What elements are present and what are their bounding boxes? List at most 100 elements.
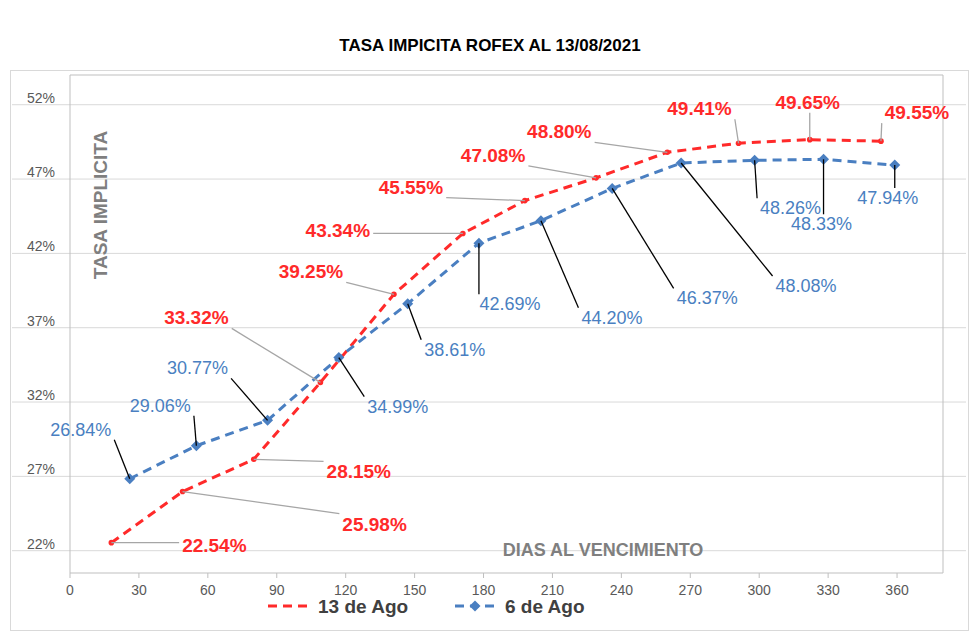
leader-line	[478, 243, 479, 294]
x-tick	[70, 573, 71, 578]
leader-line	[194, 416, 196, 446]
leader-line	[446, 198, 525, 201]
data-label: 49.41%	[667, 98, 732, 119]
data-label: 34.99%	[367, 397, 428, 417]
data-label: 44.20%	[581, 308, 642, 328]
frame-top	[70, 75, 943, 76]
leader-line	[231, 378, 267, 420]
chart-border	[11, 71, 969, 631]
leader-line	[339, 358, 364, 397]
x-tick-label: 90	[269, 582, 285, 598]
data-label: 47.94%	[857, 188, 918, 208]
grid-line	[12, 253, 966, 254]
leader-line	[346, 282, 394, 294]
legend-line	[268, 605, 308, 608]
x-tick	[414, 573, 415, 578]
x-tick-label: 0	[66, 582, 74, 598]
data-label: 42.69%	[479, 294, 540, 314]
data-label: 28.15%	[327, 461, 392, 482]
series-line	[130, 159, 895, 478]
legend-label: 6 de Ago	[505, 596, 585, 617]
legend-marker	[470, 601, 481, 612]
data-label: 33.32%	[164, 307, 229, 328]
grid-line	[12, 550, 966, 551]
y-tick-label: 37%	[27, 313, 55, 329]
grid-line	[12, 476, 966, 477]
background	[0, 0, 980, 638]
x-tick	[207, 573, 208, 578]
data-label: 48.33%	[791, 214, 852, 234]
y-axis	[70, 75, 71, 573]
data-label: 38.61%	[424, 340, 485, 360]
leader-line	[823, 159, 824, 214]
x-tick	[690, 573, 691, 578]
x-tick-label: 270	[679, 582, 703, 598]
leader-line	[528, 166, 596, 178]
data-labels: 22.54% 25.98% 28.15% 33.32% 39.25% 43.34% 45.5…	[50, 92, 949, 556]
data-label: 48.80%	[527, 121, 592, 142]
x-tick	[552, 573, 553, 578]
title: TASA IMPICITA ROFEX AL 13/08/2021	[339, 36, 640, 55]
x-tick-label: 300	[748, 582, 772, 598]
leader-line	[408, 304, 421, 340]
series-line	[111, 140, 881, 543]
leader-line	[880, 123, 882, 141]
leader-line	[111, 542, 179, 543]
x-tick	[138, 573, 139, 578]
grid-line	[12, 327, 966, 328]
y-tick-label: 47%	[27, 164, 55, 180]
y-tick-label: 42%	[27, 238, 55, 254]
leader-line	[735, 119, 739, 143]
data-label: 43.34%	[306, 220, 371, 241]
x-tick	[897, 573, 898, 578]
leader-line	[183, 492, 340, 514]
x-tick	[759, 573, 760, 578]
x-tick-label: 240	[610, 582, 634, 598]
leader-line	[612, 188, 673, 288]
x-tick-label: 330	[816, 582, 840, 598]
leader-line	[595, 142, 668, 152]
x-tick-label: 30	[131, 582, 147, 598]
data-label: 49.65%	[776, 92, 841, 113]
marker	[318, 380, 324, 386]
x-axis-title: DIAS AL VENCIMIENTO	[503, 540, 704, 560]
y-axis-title: TASA IMPLICITA	[90, 130, 111, 279]
x-tick	[345, 573, 346, 578]
leader-line	[232, 328, 321, 382]
data-label: 22.54%	[182, 535, 247, 556]
x-tick	[483, 573, 484, 578]
data-label: 48.08%	[776, 276, 837, 296]
data-label: 30.77%	[167, 358, 228, 378]
leader-line	[114, 440, 129, 479]
data-label: 25.98%	[342, 514, 407, 535]
x-tick-label: 360	[885, 582, 909, 598]
data-label: 47.08%	[461, 145, 526, 166]
data-label: 49.55%	[885, 102, 950, 123]
data-label: 45.55%	[379, 177, 444, 198]
leader-line	[809, 113, 810, 140]
x-tick-label: 180	[472, 582, 496, 598]
x-tick-label: 60	[200, 582, 216, 598]
y-tick-label: 27%	[27, 461, 55, 477]
legend-label: 13 de Ago	[318, 596, 408, 617]
data-label: 29.06%	[130, 396, 191, 416]
data-label: 39.25%	[279, 261, 344, 282]
data-label: 46.37%	[677, 288, 738, 308]
x-tick	[621, 573, 622, 578]
x-axis	[70, 573, 943, 574]
x-tick	[276, 573, 277, 578]
data-label: 26.84%	[50, 420, 111, 440]
leader-line	[541, 221, 578, 308]
frame-right	[943, 75, 944, 573]
chart: TASA IMPICITA ROFEX AL 13/08/2021 22% 27% 3…	[0, 0, 980, 638]
y-tick-label: 52%	[27, 90, 55, 106]
x-tick	[828, 573, 829, 578]
y-tick-label: 22%	[27, 536, 55, 552]
leader-line	[894, 165, 895, 188]
leader-line	[681, 163, 772, 276]
leader-line	[373, 233, 463, 234]
plot-area	[109, 137, 901, 546]
leader-line	[755, 160, 757, 198]
y-tick-label: 32%	[27, 387, 55, 403]
leader-line	[254, 459, 324, 461]
